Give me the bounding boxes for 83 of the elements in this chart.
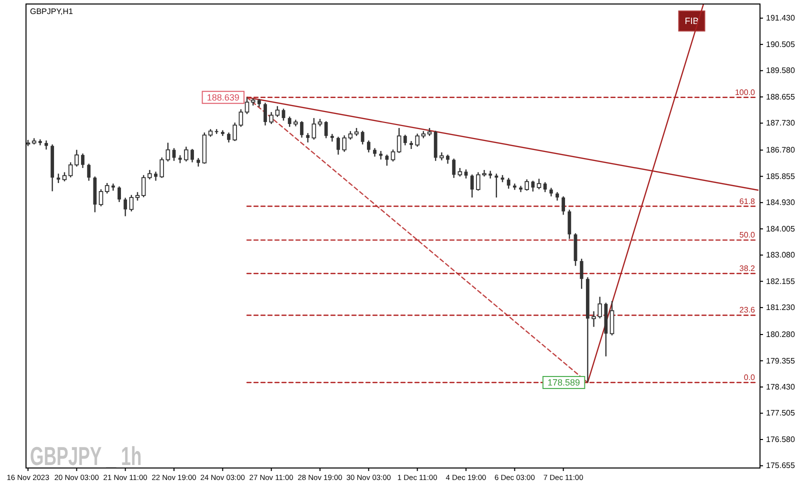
y-tick-label: 190.505 [766, 40, 796, 49]
candlestick [568, 209, 572, 240]
y-tick-label: 180.280 [766, 330, 796, 340]
y-tick-label: 184.930 [766, 198, 796, 208]
y-tick-label: 191.430 [766, 14, 796, 23]
series-label: 50.0 [739, 230, 756, 240]
candlestick [524, 178, 529, 192]
candlestick [470, 174, 474, 198]
y-tick-label: 187.730 [766, 118, 796, 128]
candlestick [379, 150, 383, 160]
y-tick-label: 186.780 [766, 146, 796, 155]
candlestick [300, 120, 304, 138]
candlestick [610, 300, 614, 336]
candlestick [336, 136, 340, 156]
y-tick-label: 185.855 [766, 172, 796, 181]
candlestick [62, 172, 67, 182]
candlestick [390, 148, 396, 162]
y-tick-label: 181.230 [766, 303, 796, 312]
candlestick [452, 158, 456, 179]
candlestick [238, 108, 244, 128]
candlestick [543, 182, 547, 193]
candlestick [74, 149, 79, 168]
candlestick [264, 102, 267, 126]
candlestick [56, 173, 60, 184]
candlestick [269, 111, 274, 125]
candlestick [403, 134, 407, 146]
candlestick [87, 163, 91, 182]
y-tick-label: 188.655 [766, 92, 796, 102]
candlestick [275, 106, 280, 118]
candlestick [531, 180, 535, 192]
candlestick [506, 177, 510, 190]
candlestick [360, 130, 364, 146]
candlestick [324, 120, 328, 139]
candlestick [227, 132, 230, 144]
candlestick [166, 142, 170, 162]
series-label: 38.2 [739, 264, 756, 274]
candlestick [81, 152, 84, 169]
candlestick [306, 132, 310, 144]
candlestick [129, 194, 134, 212]
candlestick [512, 182, 516, 190]
series-label: 0.0 [744, 372, 756, 382]
y-tick-label: 184.005 [766, 224, 796, 234]
y-tick-label: 189.580 [766, 66, 796, 76]
data-label: 178.589 [548, 377, 580, 388]
y-tick-label: 183.080 [766, 250, 796, 260]
candlestick [396, 127, 402, 154]
candlestick [366, 140, 370, 153]
chart-title: GBPJPY,H1 [30, 7, 74, 16]
data-label: 188.639 [206, 92, 240, 102]
series-label: 100.0 [734, 88, 756, 97]
candlestick [184, 146, 188, 162]
candlestick [288, 116, 292, 128]
candlestick [415, 133, 420, 148]
y-tick-label: 176.580 [766, 434, 796, 444]
series-label: 61.8 [739, 196, 756, 206]
candlestick [342, 134, 346, 152]
candlestick [232, 122, 237, 142]
candlestick [536, 178, 542, 190]
series-label: 23.6 [739, 306, 756, 315]
candlestick [141, 174, 146, 198]
candlestick [118, 186, 121, 203]
y-tick-label: 178.430 [766, 382, 796, 392]
y-tick-label: 182.155 [766, 276, 796, 286]
candlestick [190, 148, 194, 163]
candlestick [154, 171, 158, 182]
y-tick-label: 177.505 [766, 408, 796, 418]
candlestick [104, 182, 110, 194]
candlestick [494, 173, 498, 198]
candlestick [446, 154, 450, 164]
y-tick-label: 175.655 [766, 461, 796, 470]
candlestick [312, 117, 316, 140]
candlestick [562, 196, 566, 216]
candlestick [580, 258, 584, 290]
candlestick [98, 188, 104, 207]
candlestick [410, 140, 413, 150]
candlestick [160, 156, 164, 179]
candlestick [148, 169, 152, 180]
y-tick-label: 179.355 [766, 356, 796, 366]
candlestick [385, 154, 389, 166]
candlestick [124, 197, 128, 217]
candlestick [44, 140, 48, 150]
candlestick [68, 162, 73, 178]
annotation: FIB [684, 16, 699, 26]
